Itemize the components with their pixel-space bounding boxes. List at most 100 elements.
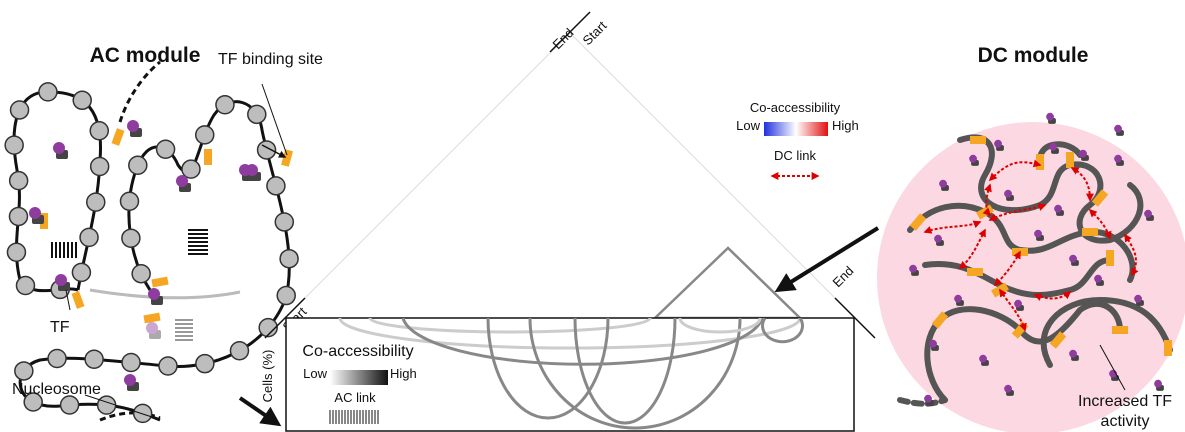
heatmap-cell (449, 122, 459, 131)
heatmap-cell (396, 175, 406, 185)
heatmap-cell (472, 46, 481, 56)
heatmap-cell (374, 117, 383, 127)
tf-head (53, 142, 65, 154)
heatmap-cell (534, 37, 544, 47)
edge (284, 32, 571, 319)
binding-site (1049, 331, 1067, 349)
heatmap-cell (379, 24, 388, 33)
heatmap-cell (338, 171, 348, 180)
heatmap-cell (378, 41, 388, 51)
heatmap-cell (316, 122, 326, 131)
heatmap-cell (320, 233, 330, 243)
heatmap-cell (333, 86, 343, 96)
heatmap-cell (489, 99, 499, 109)
heatmap-cell (472, 37, 481, 47)
heatmap-cell (320, 171, 330, 180)
heatmap-cell (289, 202, 299, 212)
heatmap-cell (333, 68, 343, 78)
nucleus (877, 122, 1185, 432)
heatmap-cell (285, 11, 294, 20)
tf (1004, 384, 1014, 396)
binding-site (1036, 154, 1044, 170)
heatmap-cell (316, 246, 326, 256)
heatmap-cell (436, 108, 446, 118)
tf (148, 288, 163, 305)
nucleosome (266, 176, 286, 196)
legend-title: Co-accessibility (302, 343, 413, 360)
legend-link-label: DC link (774, 148, 816, 163)
heatmap-cell (503, 77, 513, 87)
heatmap-cell (423, 86, 432, 96)
tf (29, 207, 44, 224)
nucleosome (59, 395, 80, 415)
heatmap-cell (365, 162, 375, 172)
heatmap-cell (418, 64, 428, 74)
nucleosome (158, 356, 178, 376)
heatmap-cell (387, 104, 397, 114)
heatmap-cell (436, 144, 446, 154)
heatmap-cell (445, 144, 455, 154)
heatmap-cell (316, 130, 326, 140)
nucleosome (121, 352, 141, 373)
heatmap-cell (414, 139, 424, 149)
heatmap-cell (445, 81, 455, 91)
heatmap-cell (472, 99, 481, 109)
heatmap-cell (285, 73, 294, 82)
heatmap-cell (463, 37, 473, 47)
tf-head (1014, 299, 1022, 308)
heatmap-cell (320, 188, 330, 198)
heatmap-cell (378, 202, 388, 212)
tf-head (1046, 112, 1054, 121)
heatmap-cell (347, 64, 357, 74)
heatmap-cell (321, 11, 330, 20)
heatmap-cell (312, 2, 321, 11)
heatmap-cell (480, 55, 490, 65)
heatmap-cell (418, 162, 428, 172)
nucleosome (15, 275, 36, 296)
heatmap-cell (467, 122, 477, 131)
tf-head (1134, 294, 1142, 303)
heatmap-cell (293, 108, 303, 118)
nucleosome (128, 155, 148, 175)
heatmap-cell (311, 153, 321, 163)
tf (1114, 154, 1124, 166)
tf-head (1069, 349, 1077, 358)
heatmap-cell (316, 264, 326, 274)
nucleosome (274, 212, 295, 232)
heatmap-cell (285, 135, 294, 145)
tf-head (979, 354, 987, 363)
heatmap-cell (405, 148, 415, 158)
heatmap-cell (382, 197, 392, 207)
heatmap-cell (387, 6, 396, 15)
heatmap-cell (356, 108, 366, 118)
heatmap-cell (360, 104, 370, 114)
heatmap-cell (485, 33, 495, 42)
tf (1144, 209, 1154, 221)
legend-gradient (764, 122, 828, 136)
heatmap-cell (302, 251, 312, 261)
heatmap-cell (302, 162, 312, 172)
heatmap-cell (423, 104, 432, 114)
heatmap-cell (391, 135, 401, 145)
tf-head (1114, 154, 1122, 163)
heatmap-cell (285, 108, 294, 118)
binding-site (281, 149, 293, 167)
heatmap-cell (409, 33, 419, 38)
arrow (774, 226, 880, 293)
nucleosome-label: Nucleosome (12, 381, 101, 398)
nucleosome (8, 170, 29, 191)
nucleosome (14, 361, 34, 381)
heatmap-cell (423, 77, 432, 87)
heatmap-cell (289, 273, 299, 283)
heatmap-cell (325, 86, 334, 96)
heatmap-cell (467, 59, 477, 69)
heatmap-cell (329, 162, 339, 172)
heatmap-cell (378, 68, 388, 78)
nucleosome (71, 262, 92, 283)
heatmap-cell (338, 162, 348, 172)
heatmap-cell (476, 95, 486, 105)
heatmap-cell (351, 148, 361, 158)
heatmap-cell (365, 33, 375, 38)
heatmap-cell (360, 113, 370, 123)
